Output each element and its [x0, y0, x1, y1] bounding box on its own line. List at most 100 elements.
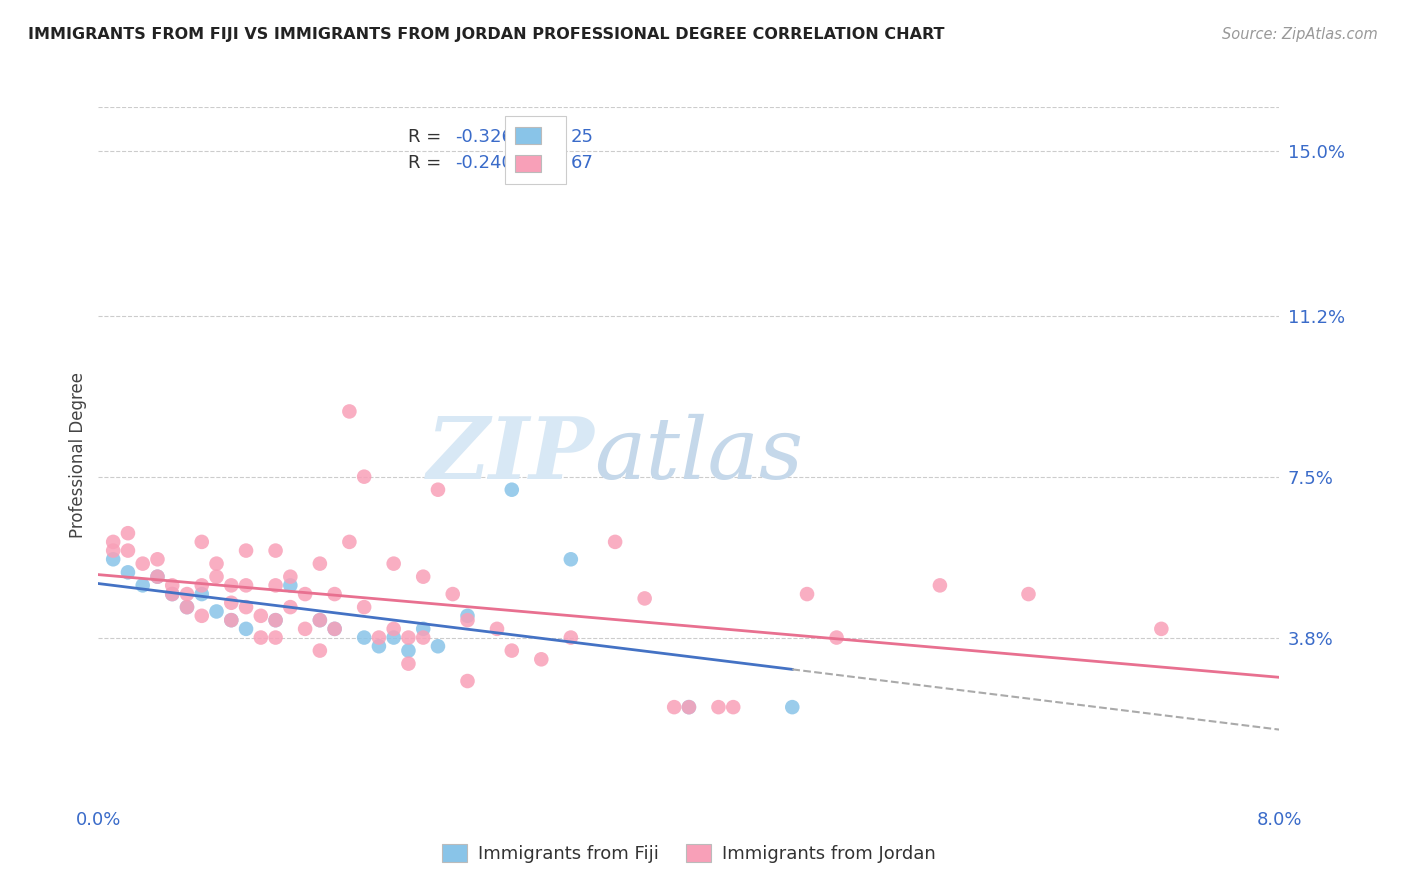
Text: IMMIGRANTS FROM FIJI VS IMMIGRANTS FROM JORDAN PROFESSIONAL DEGREE CORRELATION C: IMMIGRANTS FROM FIJI VS IMMIGRANTS FROM … — [28, 27, 945, 42]
Point — [323, 622, 346, 636]
Point — [264, 613, 287, 627]
Point — [560, 631, 582, 645]
Point — [308, 557, 332, 571]
Point — [825, 631, 848, 645]
Point — [235, 543, 257, 558]
Point — [146, 552, 169, 566]
Point — [605, 535, 627, 549]
Point — [103, 543, 125, 558]
Point — [707, 700, 730, 714]
Point — [721, 700, 744, 714]
Point — [353, 600, 375, 615]
Text: ZIP: ZIP — [426, 413, 595, 497]
Point — [235, 578, 257, 592]
Point — [382, 631, 405, 645]
Point — [396, 643, 419, 657]
Point — [235, 622, 257, 636]
Point — [117, 526, 139, 541]
Point — [308, 613, 332, 627]
Point — [678, 700, 700, 714]
Point — [264, 543, 287, 558]
Point — [205, 605, 228, 619]
Point — [219, 596, 242, 610]
Point — [162, 587, 183, 601]
Point — [264, 613, 287, 627]
Point — [382, 622, 405, 636]
Point — [530, 652, 553, 666]
Point — [146, 570, 169, 584]
Text: Source: ZipAtlas.com: Source: ZipAtlas.com — [1222, 27, 1378, 42]
Point — [323, 587, 346, 601]
Point — [219, 613, 242, 627]
Point — [308, 643, 332, 657]
Text: N =: N = — [517, 128, 569, 146]
Text: R =: R = — [408, 128, 447, 146]
Point — [278, 600, 302, 615]
Point — [456, 613, 478, 627]
Point — [250, 631, 273, 645]
Point — [191, 587, 214, 601]
Point — [501, 643, 523, 657]
Point — [294, 587, 316, 601]
Point — [278, 578, 302, 592]
Point — [426, 483, 449, 497]
Point — [456, 674, 478, 689]
Text: R =: R = — [408, 153, 447, 171]
Point — [264, 578, 287, 592]
Point — [426, 639, 449, 653]
Point — [396, 657, 419, 671]
Y-axis label: Professional Degree: Professional Degree — [69, 372, 87, 538]
Point — [132, 578, 155, 592]
Point — [264, 631, 287, 645]
Text: N =: N = — [517, 153, 569, 171]
Point — [191, 578, 214, 592]
Point — [103, 552, 125, 566]
Point — [176, 587, 198, 601]
Point — [412, 622, 434, 636]
Point — [456, 608, 478, 623]
Point — [219, 578, 242, 592]
Point — [294, 622, 316, 636]
Point — [117, 543, 139, 558]
Point — [103, 535, 125, 549]
Point — [1150, 622, 1173, 636]
Point — [782, 700, 804, 714]
Point — [633, 591, 655, 606]
Point — [132, 557, 155, 571]
Point — [678, 700, 700, 714]
Point — [235, 600, 257, 615]
Point — [367, 639, 389, 653]
Point — [205, 557, 228, 571]
Point — [501, 483, 523, 497]
Text: -0.240: -0.240 — [456, 153, 513, 171]
Point — [664, 700, 686, 714]
Point — [485, 622, 508, 636]
Text: 25: 25 — [571, 128, 593, 146]
Point — [928, 578, 950, 592]
Point — [1017, 587, 1039, 601]
Point — [796, 587, 818, 601]
Point — [337, 404, 360, 418]
Point — [412, 570, 434, 584]
Point — [367, 631, 389, 645]
Point — [205, 570, 228, 584]
Point — [323, 622, 346, 636]
Point — [396, 631, 419, 645]
Point — [117, 566, 139, 580]
Point — [219, 613, 242, 627]
Text: -0.326: -0.326 — [456, 128, 513, 146]
Point — [308, 613, 332, 627]
Text: 67: 67 — [571, 153, 593, 171]
Point — [278, 570, 302, 584]
Point — [353, 469, 375, 483]
Point — [412, 631, 434, 645]
Point — [191, 608, 214, 623]
Point — [191, 535, 214, 549]
Point — [382, 557, 405, 571]
Point — [176, 600, 198, 615]
Legend: Immigrants from Fiji, Immigrants from Jordan: Immigrants from Fiji, Immigrants from Jo… — [434, 837, 943, 871]
Point — [162, 587, 183, 601]
Point — [353, 631, 375, 645]
Point — [162, 578, 183, 592]
Point — [146, 570, 169, 584]
